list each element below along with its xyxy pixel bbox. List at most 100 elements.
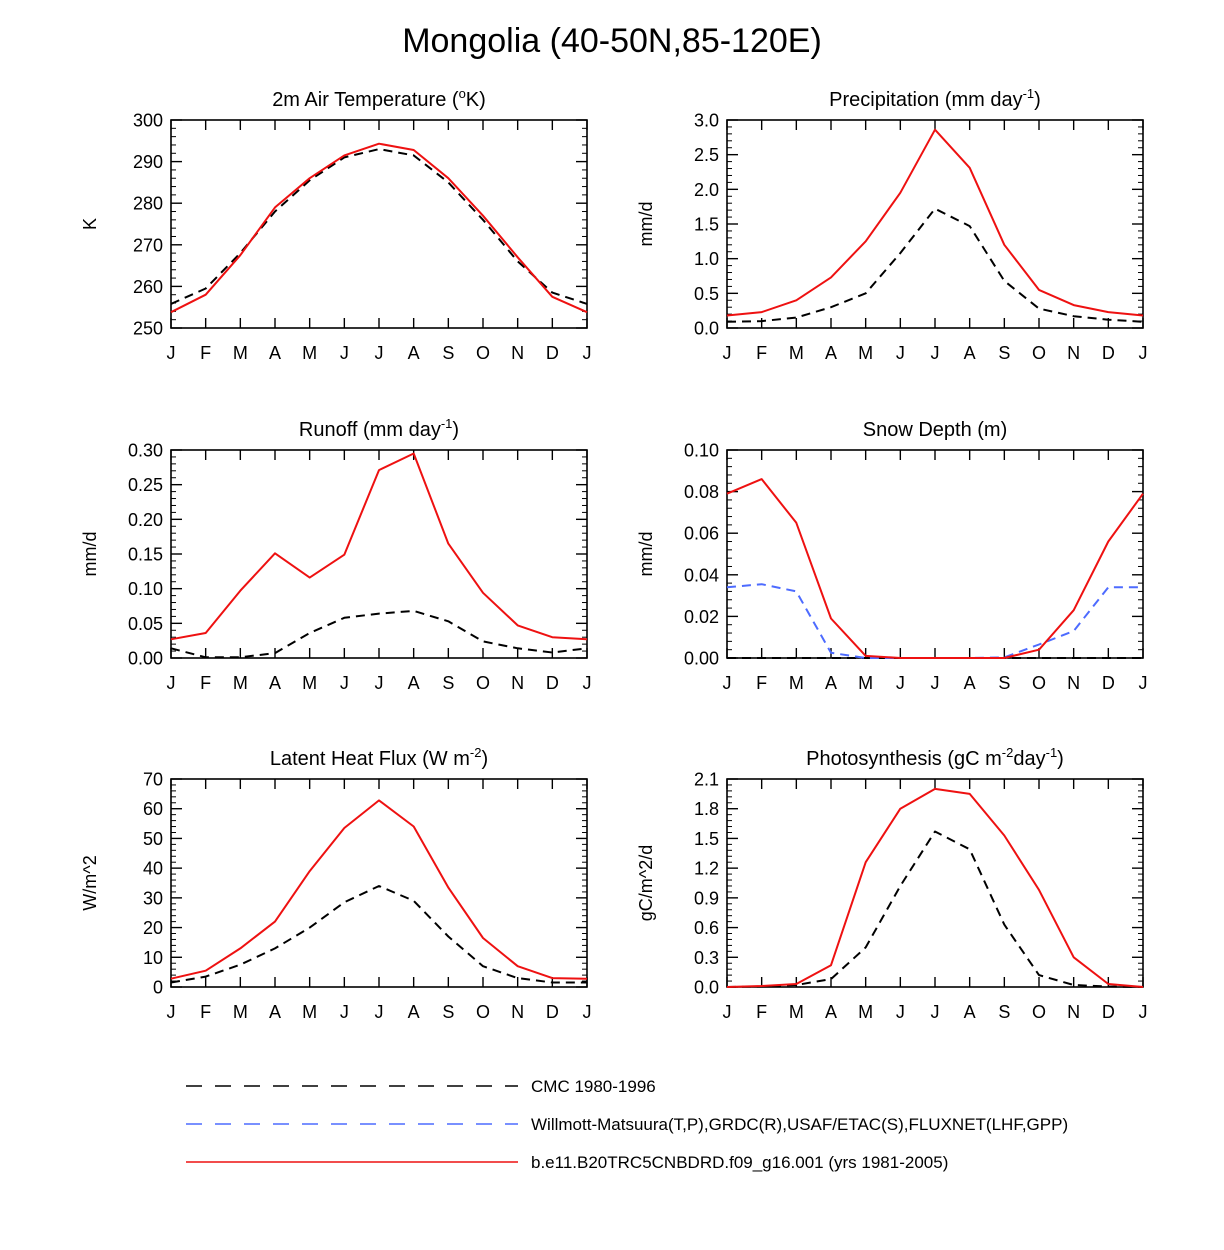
y-tick-label: 1.2 [694, 859, 719, 879]
y-tick-label: 270 [133, 235, 163, 255]
legend-label: Willmott-Matsuura(T,P),GRDC(R),USAF/ETAC… [531, 1115, 1068, 1134]
x-tick-label: N [511, 1002, 524, 1022]
x-tick-label: J [1139, 343, 1148, 363]
x-tick-label: D [546, 673, 559, 693]
panel-6: J F M A M J J A S O N D J0.00.30.60.91.21.51.82.1gC/… [636, 745, 1148, 1022]
y-tick-label: 50 [143, 829, 163, 849]
y-tick-label: 280 [133, 194, 163, 214]
x-tick-label: J [931, 343, 940, 363]
x-tick-label: J [167, 343, 176, 363]
x-tick-label: D [1102, 343, 1115, 363]
x-tick-label: A [408, 1002, 420, 1022]
x-tick-label: M [789, 1002, 804, 1022]
x-tick-label: N [511, 343, 524, 363]
x-tick-label: A [964, 673, 976, 693]
x-tick-label: J [896, 1002, 905, 1022]
panel-title: Snow Depth (m) [863, 419, 1008, 441]
x-tick-label: J [375, 1002, 384, 1022]
x-tick-label: A [825, 1002, 837, 1022]
series-line [726, 787, 1144, 988]
y-tick-label: 0.00 [128, 649, 163, 669]
x-tick-label: M [858, 673, 873, 693]
plot-frame [726, 449, 1144, 659]
x-tick-label: J [1139, 1002, 1148, 1022]
y-tick-label: 0.0 [694, 319, 719, 339]
plot-frame [726, 778, 1144, 988]
x-tick-label: A [269, 1002, 281, 1022]
x-tick-label: J [723, 1002, 732, 1022]
y-tick-label: 2.0 [694, 180, 719, 200]
y-tick-label: 250 [133, 319, 163, 339]
x-tick-label: S [998, 673, 1010, 693]
y-tick-label: 0.06 [684, 524, 719, 544]
x-tick-label: A [825, 673, 837, 693]
y-axis-label: gC/m^2/d [636, 845, 656, 921]
x-tick-label: J [375, 343, 384, 363]
panel-title: Photosynthesis (gC m-2day-1) [806, 745, 1064, 770]
x-tick-label: O [1032, 343, 1046, 363]
legend: CMC 1980-1996 Willmott-Matsuura(T,P),GRDC… [186, 1077, 1068, 1172]
x-tick-label: J [340, 1002, 349, 1022]
x-tick-label: J [896, 343, 905, 363]
x-tick-label: S [998, 1002, 1010, 1022]
x-tick-label: S [998, 343, 1010, 363]
panel-4: J F M A M J J A S O N D J0.000.020.040.060.080.10mm/… [636, 419, 1148, 693]
x-tick-label: J [723, 673, 732, 693]
y-tick-label: 300 [133, 111, 163, 131]
y-tick-label: 0.6 [694, 918, 719, 938]
x-tick-label: A [269, 343, 281, 363]
panel-5: J F M A M J J A S O N D J010203040506070W/m^2Latent … [80, 745, 592, 1022]
x-tick-label: J [931, 1002, 940, 1022]
x-tick-label: J [340, 343, 349, 363]
panel-title: Latent Heat Flux (W m-2) [270, 745, 488, 770]
x-tick-label: M [789, 673, 804, 693]
x-tick-label: D [1102, 673, 1115, 693]
y-tick-label: 1.5 [694, 829, 719, 849]
series-line [726, 478, 1144, 659]
y-tick-label: 0.15 [128, 545, 163, 565]
x-tick-label: D [546, 343, 559, 363]
x-tick-label: D [546, 1002, 559, 1022]
y-tick-label: 1.5 [694, 215, 719, 235]
x-tick-label: J [723, 343, 732, 363]
x-tick-label: O [1032, 673, 1046, 693]
x-tick-label: O [1032, 1002, 1046, 1022]
x-tick-label: O [476, 673, 490, 693]
x-tick-label: M [858, 343, 873, 363]
y-axis-label: mm/d [636, 532, 656, 577]
x-tick-label: J [583, 343, 592, 363]
panel-3: J F M A M J J A S O N D J0.000.050.100.150.200.250.3… [80, 416, 592, 693]
x-tick-label: O [476, 343, 490, 363]
x-tick-label: J [1139, 673, 1148, 693]
y-tick-label: 70 [143, 770, 163, 790]
x-tick-label: J [583, 1002, 592, 1022]
x-tick-label: J [167, 1002, 176, 1022]
x-tick-label: J [375, 673, 384, 693]
panel-title: Precipitation (mm day-1) [829, 86, 1041, 111]
x-tick-label: M [302, 1002, 317, 1022]
y-tick-label: 2.1 [694, 770, 719, 790]
y-tick-label: 0 [153, 978, 163, 998]
x-tick-label: M [233, 673, 248, 693]
x-tick-label: M [302, 343, 317, 363]
x-tick-label: O [476, 1002, 490, 1022]
y-tick-label: 290 [133, 152, 163, 172]
x-tick-label: N [511, 673, 524, 693]
y-tick-label: 0.10 [128, 579, 163, 599]
y-axis-label: K [80, 218, 100, 230]
plot-frame [726, 119, 1144, 329]
x-tick-label: A [269, 673, 281, 693]
x-tick-label: J [583, 673, 592, 693]
series-line [726, 830, 1144, 988]
series-line [170, 885, 587, 984]
y-tick-label: 10 [143, 948, 163, 968]
x-tick-label: F [200, 673, 211, 693]
plot-frame [170, 778, 588, 988]
y-tick-label: 0.3 [694, 948, 719, 968]
plot-frame [170, 119, 588, 329]
y-tick-label: 0.20 [128, 510, 163, 530]
x-tick-label: S [442, 343, 454, 363]
x-tick-label: M [789, 343, 804, 363]
y-axis-label: mm/d [636, 202, 656, 247]
